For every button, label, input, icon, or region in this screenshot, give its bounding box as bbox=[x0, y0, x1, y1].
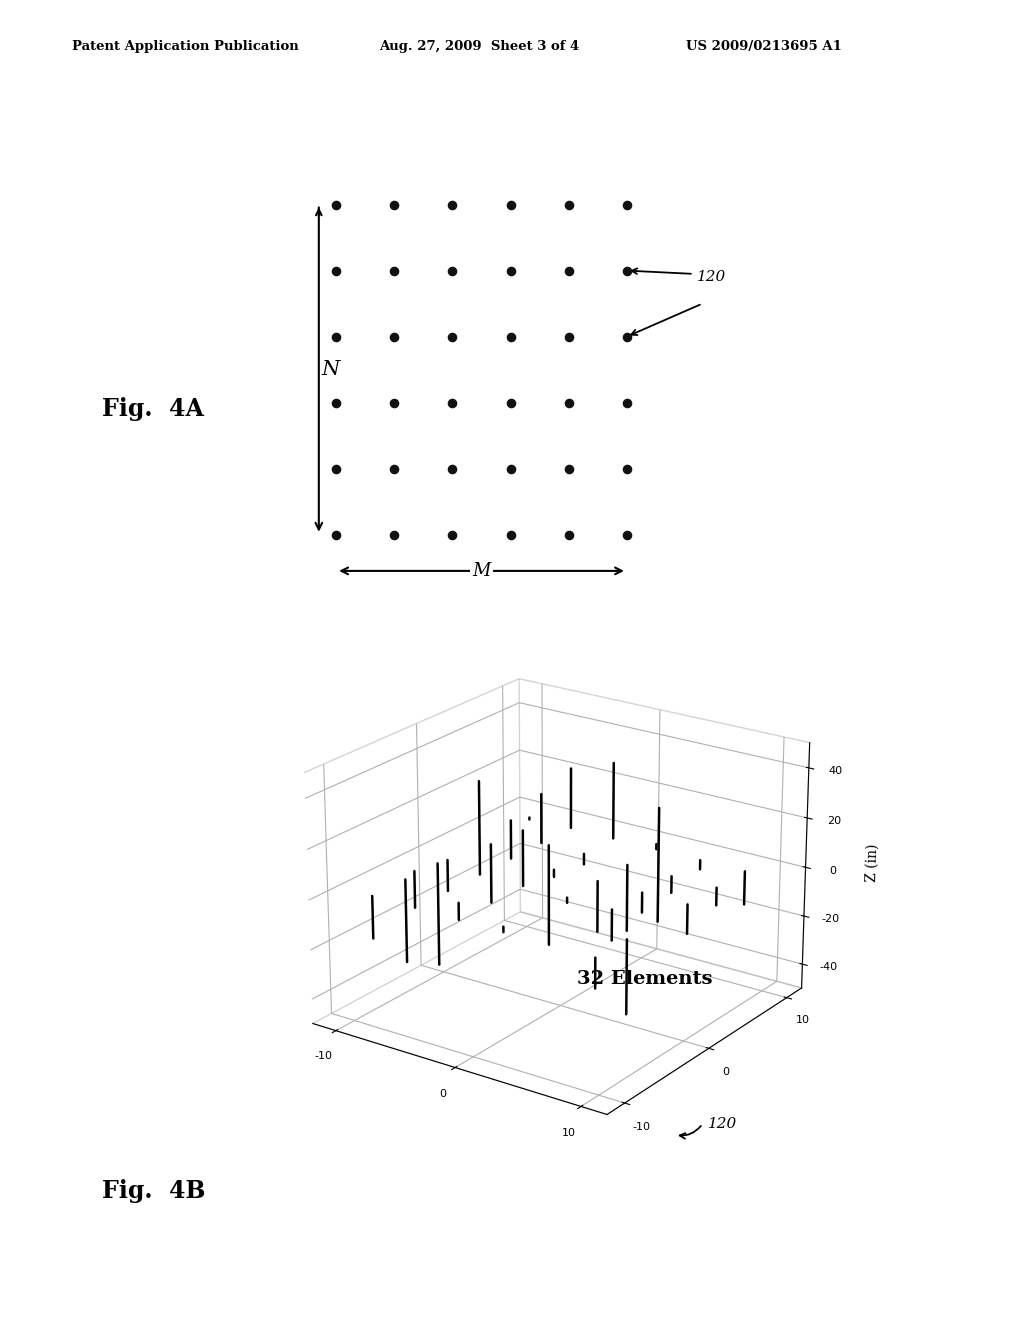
Point bbox=[328, 326, 344, 347]
Point bbox=[444, 194, 461, 215]
Point bbox=[618, 260, 635, 281]
Point bbox=[503, 392, 519, 413]
Text: US 2009/0213695 A1: US 2009/0213695 A1 bbox=[686, 40, 842, 53]
Point bbox=[386, 194, 402, 215]
Point bbox=[618, 392, 635, 413]
Point bbox=[328, 392, 344, 413]
Point bbox=[560, 458, 577, 479]
Text: 120: 120 bbox=[709, 1117, 737, 1131]
Point bbox=[503, 260, 519, 281]
Point bbox=[560, 326, 577, 347]
Point bbox=[328, 260, 344, 281]
Point bbox=[444, 458, 461, 479]
Point bbox=[386, 260, 402, 281]
Point bbox=[328, 194, 344, 215]
Point bbox=[618, 524, 635, 545]
Point bbox=[328, 458, 344, 479]
Text: M: M bbox=[472, 562, 490, 579]
Point bbox=[444, 392, 461, 413]
Point bbox=[618, 194, 635, 215]
Point bbox=[560, 194, 577, 215]
Text: Patent Application Publication: Patent Application Publication bbox=[72, 40, 298, 53]
Point bbox=[386, 524, 402, 545]
Point bbox=[503, 194, 519, 215]
Point bbox=[503, 458, 519, 479]
Point bbox=[618, 458, 635, 479]
Text: 120: 120 bbox=[696, 271, 726, 284]
Point bbox=[444, 326, 461, 347]
Point bbox=[444, 260, 461, 281]
Point bbox=[560, 524, 577, 545]
Point bbox=[618, 326, 635, 347]
Point bbox=[386, 458, 402, 479]
Point bbox=[503, 524, 519, 545]
Point bbox=[560, 392, 577, 413]
Text: N: N bbox=[322, 360, 340, 379]
Text: Fig.  4B: Fig. 4B bbox=[102, 1179, 206, 1203]
Text: Aug. 27, 2009  Sheet 3 of 4: Aug. 27, 2009 Sheet 3 of 4 bbox=[379, 40, 580, 53]
Point bbox=[444, 524, 461, 545]
Point bbox=[560, 260, 577, 281]
Point bbox=[386, 392, 402, 413]
Text: Fig.  4A: Fig. 4A bbox=[102, 397, 204, 421]
Point bbox=[503, 326, 519, 347]
Point bbox=[386, 326, 402, 347]
Point bbox=[328, 524, 344, 545]
